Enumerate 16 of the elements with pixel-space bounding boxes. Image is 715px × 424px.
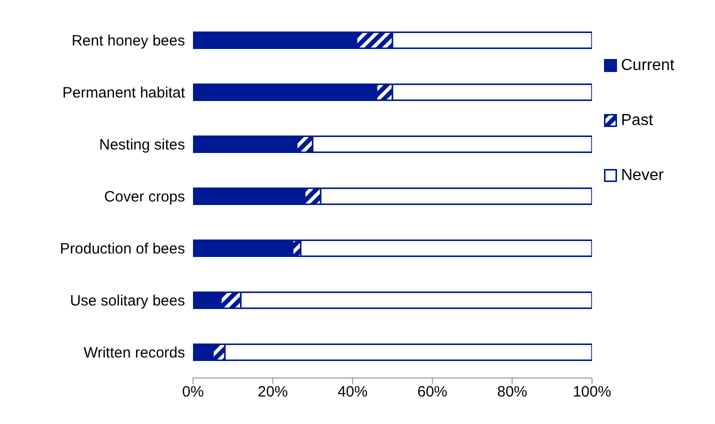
y-tick-label: Written records (84, 344, 185, 362)
legend-label: Current (621, 56, 674, 74)
y-tick-label: Use solitary bees (70, 292, 185, 310)
x-tick-label: 80% (497, 384, 528, 401)
y-tick-label: Nesting sites (99, 136, 185, 154)
x-tick-label: 100% (572, 384, 612, 401)
x-tick-label: 60% (417, 384, 448, 401)
y-tick-label: Permanent habitat (62, 84, 186, 102)
x-tick-label: 40% (338, 384, 368, 401)
y-tick-label: Rent honey bees (72, 32, 185, 50)
legend-label: Never (621, 166, 664, 184)
x-tick-label: 20% (258, 384, 288, 401)
x-tick-label: 0% (182, 384, 204, 401)
y-tick-label: Production of bees (60, 240, 185, 258)
y-tick-label: Cover crops (104, 188, 185, 206)
legend-label: Past (621, 112, 654, 130)
